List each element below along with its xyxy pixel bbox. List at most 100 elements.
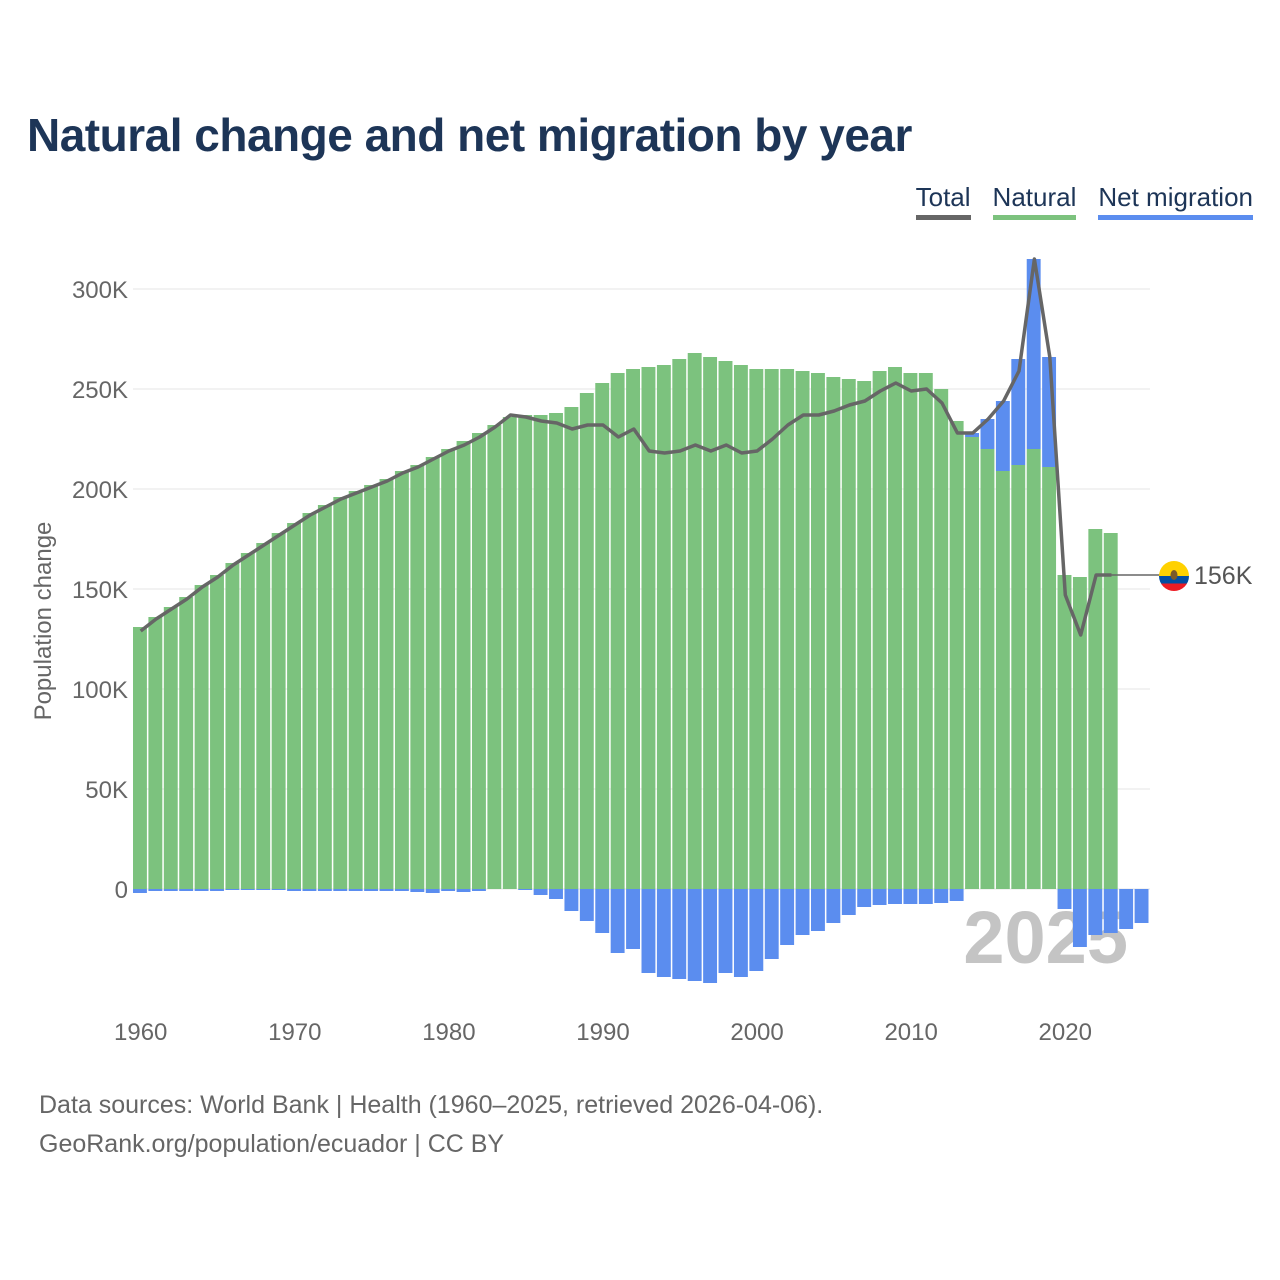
bar-natural[interactable] <box>1103 533 1118 889</box>
bar-natural[interactable] <box>502 417 517 889</box>
legend-natural[interactable]: Natural <box>992 182 1077 220</box>
bar-net-migration[interactable] <box>533 889 548 895</box>
bar-natural[interactable] <box>610 373 625 889</box>
bar-natural[interactable] <box>980 449 995 889</box>
bar-natural[interactable] <box>780 369 795 889</box>
bar-natural[interactable] <box>317 505 332 889</box>
bar-net-migration[interactable] <box>610 889 625 953</box>
bar-natural[interactable] <box>364 485 379 889</box>
bar-natural[interactable] <box>133 627 147 889</box>
bar-natural[interactable] <box>225 563 240 889</box>
bar-net-migration[interactable] <box>194 889 209 891</box>
bar-net-migration[interactable] <box>980 419 995 449</box>
bar-net-migration[interactable] <box>394 889 409 891</box>
bar-natural[interactable] <box>518 415 533 889</box>
bar-natural[interactable] <box>1011 465 1026 889</box>
bar-net-migration[interactable] <box>240 889 255 890</box>
bar-natural[interactable] <box>733 365 748 889</box>
bar-natural[interactable] <box>1057 575 1072 889</box>
bar-natural[interactable] <box>718 361 733 889</box>
bar-natural[interactable] <box>1072 577 1087 889</box>
bar-net-migration[interactable] <box>780 889 795 945</box>
bar-net-migration[interactable] <box>749 889 764 971</box>
bar-natural[interactable] <box>271 533 286 889</box>
bar-net-migration[interactable] <box>1088 889 1103 935</box>
bar-net-migration[interactable] <box>672 889 687 979</box>
bar-net-migration[interactable] <box>1026 259 1041 449</box>
bar-net-migration[interactable] <box>348 889 363 891</box>
bar-net-migration[interactable] <box>641 889 656 973</box>
bar-net-migration[interactable] <box>1134 889 1149 923</box>
bar-natural[interactable] <box>194 585 209 889</box>
total-series-line[interactable] <box>139 257 1112 637</box>
bar-natural[interactable] <box>549 413 563 889</box>
bar-natural[interactable] <box>857 381 872 889</box>
bar-natural[interactable] <box>656 365 671 889</box>
bar-natural[interactable] <box>841 379 856 889</box>
bar-net-migration[interactable] <box>163 889 178 891</box>
bar-net-migration[interactable] <box>626 889 640 949</box>
bar-net-migration[interactable] <box>364 889 379 891</box>
bar-net-migration[interactable] <box>857 889 872 907</box>
bar-natural[interactable] <box>749 369 764 889</box>
bar-natural[interactable] <box>1088 529 1103 889</box>
bar-natural[interactable] <box>348 491 363 889</box>
bar-net-migration[interactable] <box>811 889 825 931</box>
bar-net-migration[interactable] <box>1072 889 1087 947</box>
bar-natural[interactable] <box>425 457 440 889</box>
bar-net-migration[interactable] <box>549 889 563 899</box>
bar-natural[interactable] <box>210 575 224 889</box>
bar-net-migration[interactable] <box>703 889 718 983</box>
bar-natural[interactable] <box>394 471 409 889</box>
bar-net-migration[interactable] <box>564 889 579 911</box>
bar-natural[interactable] <box>872 371 887 889</box>
bar-natural[interactable] <box>888 367 902 889</box>
bar-net-migration[interactable] <box>826 889 841 923</box>
bar-natural[interactable] <box>641 367 656 889</box>
bar-natural[interactable] <box>764 369 779 889</box>
bar-net-migration[interactable] <box>656 889 671 977</box>
bar-natural[interactable] <box>240 553 255 889</box>
bar-net-migration[interactable] <box>718 889 733 973</box>
bar-net-migration[interactable] <box>210 889 224 891</box>
bar-natural[interactable] <box>934 389 949 889</box>
bar-net-migration[interactable] <box>410 889 425 892</box>
bar-net-migration[interactable] <box>333 889 348 891</box>
bar-net-migration[interactable] <box>518 889 533 890</box>
bar-net-migration[interactable] <box>918 889 933 904</box>
bar-net-migration[interactable] <box>965 433 979 437</box>
legend-net-migration[interactable]: Net migration <box>1098 182 1253 220</box>
bar-net-migration[interactable] <box>995 401 1010 471</box>
bar-natural[interactable] <box>1026 449 1041 889</box>
bar-natural[interactable] <box>703 357 718 889</box>
bar-net-migration[interactable] <box>733 889 748 977</box>
bar-natural[interactable] <box>333 497 348 889</box>
bar-natural[interactable] <box>256 543 271 889</box>
bar-natural[interactable] <box>811 373 825 889</box>
bar-net-migration[interactable] <box>888 889 902 904</box>
bar-net-migration[interactable] <box>148 889 163 891</box>
bar-net-migration[interactable] <box>271 889 286 890</box>
bar-net-migration[interactable] <box>302 889 317 891</box>
bar-net-migration[interactable] <box>441 889 456 891</box>
bar-natural[interactable] <box>579 393 594 889</box>
bar-net-migration[interactable] <box>425 889 440 893</box>
bar-natural[interactable] <box>1042 467 1057 889</box>
bar-net-migration[interactable] <box>934 889 949 903</box>
bar-net-migration[interactable] <box>949 889 964 901</box>
bar-natural[interactable] <box>472 433 486 889</box>
bar-natural[interactable] <box>302 513 317 889</box>
bar-natural[interactable] <box>148 617 163 889</box>
bar-natural[interactable] <box>163 607 178 889</box>
bar-net-migration[interactable] <box>256 889 271 890</box>
bar-natural[interactable] <box>487 425 502 889</box>
bar-net-migration[interactable] <box>1057 889 1072 909</box>
bar-natural[interactable] <box>287 523 301 889</box>
bar-natural[interactable] <box>995 471 1010 889</box>
bar-natural[interactable] <box>965 437 979 889</box>
bar-net-migration[interactable] <box>179 889 194 891</box>
bar-net-migration[interactable] <box>472 889 486 891</box>
legend-total[interactable]: Total <box>915 182 971 220</box>
bar-natural[interactable] <box>533 415 548 889</box>
bar-natural[interactable] <box>564 407 579 889</box>
